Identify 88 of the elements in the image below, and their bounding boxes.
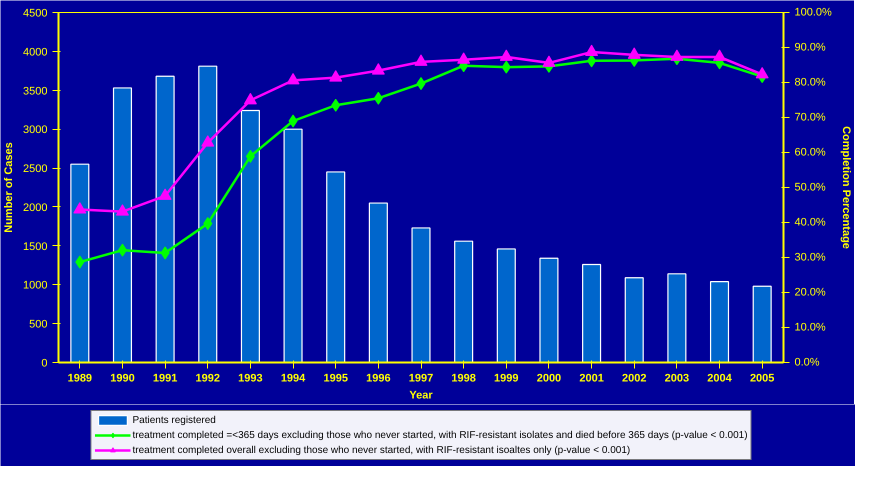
bar (582, 264, 602, 362)
point (500, 50, 513, 61)
bar (710, 281, 730, 362)
bar (496, 248, 516, 362)
bar (411, 227, 431, 362)
y-tick-label: 4500 (23, 8, 48, 20)
legend-label: treatment completed =<365 days excluding those who never started, with RIF-resistant isolates and died before 365 days (p-value < 0.001) (132, 429, 748, 441)
x-tick-label: 1990 (110, 372, 135, 384)
y-tick-label: 3000 (23, 124, 48, 136)
y-tick-label: 4000 (23, 46, 48, 58)
y-tick-label: 0 (41, 358, 48, 370)
y-tick-label: 3500 (23, 85, 48, 98)
y-tick-label: 500 (29, 318, 48, 331)
point (331, 98, 340, 112)
x-tick-label: 1996 (366, 372, 391, 384)
point (374, 92, 383, 105)
legend-label: Patients registered (132, 414, 216, 426)
point (201, 135, 214, 147)
y-tick-label: 2000 (23, 202, 48, 214)
x-tick-label: 2001 (579, 372, 604, 384)
x-tick-label: 1989 (68, 372, 92, 384)
x-tick-label: 2002 (622, 372, 646, 384)
point (116, 204, 129, 216)
bar (539, 258, 558, 362)
bar (284, 128, 303, 362)
bar (112, 87, 132, 362)
point (203, 217, 212, 230)
bar (667, 273, 686, 362)
y2-tick-label: 80.0% (794, 76, 826, 88)
bar (70, 164, 90, 362)
x-tick-label: 1992 (196, 372, 220, 384)
point (713, 50, 726, 61)
point (329, 70, 342, 82)
y2-tick-label: 20.0% (794, 286, 826, 298)
bar (454, 240, 474, 362)
x-tick-label: 2004 (707, 372, 733, 384)
point (246, 150, 255, 163)
y2-axis-title: Completion Percentage (840, 126, 852, 249)
point (670, 50, 684, 61)
y2-tick-label: 70.0% (794, 112, 826, 124)
y-tick-label: 1000 (23, 280, 48, 292)
bar (156, 76, 175, 362)
bar (624, 277, 644, 362)
point (158, 188, 172, 200)
point (587, 54, 596, 68)
point (286, 72, 300, 84)
point (288, 114, 298, 128)
x-tick-label: 1995 (323, 372, 348, 384)
y2-tick-label: 10.0% (794, 322, 826, 334)
point (542, 55, 556, 67)
point (160, 246, 170, 260)
y2-tick-label: 100.0% (794, 6, 832, 18)
point (457, 52, 470, 64)
x-tick-label: 1991 (152, 372, 178, 384)
bar (198, 66, 218, 362)
y2-tick-label: 60.0% (794, 146, 826, 158)
x-tick-label: 1998 (451, 372, 476, 384)
x-tick-label: 2005 (750, 372, 774, 384)
point (756, 67, 769, 78)
bar (240, 110, 260, 362)
y2-tick-label: 0.0% (794, 356, 820, 368)
point (372, 63, 385, 75)
x-tick-label: 2000 (536, 372, 562, 384)
y-tick-label: 1500 (23, 240, 48, 253)
y2-tick-label: 90.0% (794, 42, 826, 54)
point (628, 47, 641, 59)
legend-label: treatment completed overall excluding those who never started, with RIF-resistant isoaltes only (p-value < 0.001) (132, 444, 630, 456)
y2-tick-label: 40.0% (794, 216, 826, 228)
y2-tick-label: 50.0% (794, 182, 826, 194)
bar (368, 202, 388, 362)
y-tick-label: 2500 (23, 163, 48, 176)
x-tick-label: 2003 (664, 372, 690, 384)
point (414, 54, 428, 66)
y2-tick-label: 30.0% (794, 252, 826, 264)
point (585, 44, 598, 56)
x-tick-label: 1993 (238, 372, 263, 384)
x-tick-label: 1999 (494, 372, 519, 384)
point (75, 256, 84, 269)
bar (752, 286, 772, 362)
point (502, 60, 511, 74)
x-axis-title: Year (409, 390, 434, 402)
point (73, 202, 86, 214)
point (118, 244, 127, 257)
x-tick-label: 1994 (280, 372, 306, 384)
bar (326, 171, 346, 362)
point (244, 92, 257, 104)
y-axis-title: Number of Cases (3, 142, 16, 233)
x-tick-label: 1997 (408, 372, 434, 384)
